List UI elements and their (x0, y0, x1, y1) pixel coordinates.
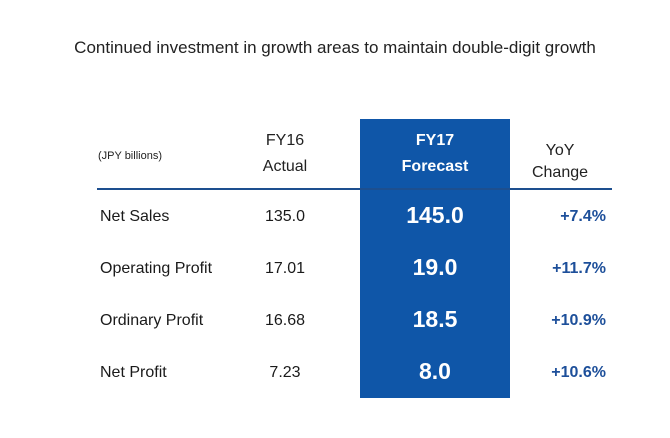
header-yoy-change: YoY Change (515, 140, 605, 184)
row-yoy-change: +11.7% (552, 260, 606, 277)
header-divider (97, 188, 612, 190)
table-row: Ordinary Profit 16.68 18.5 +10.9% (0, 306, 670, 336)
row-yoy-change: +10.6% (551, 364, 606, 381)
row-yoy-change: +10.9% (551, 312, 606, 329)
row-label: Net Profit (100, 364, 167, 381)
row-fy17-forecast: 8.0 (419, 358, 451, 384)
row-label: Net Sales (100, 208, 170, 225)
forecast-highlight-column (360, 119, 510, 398)
header-fy16-caption: Actual (262, 158, 308, 175)
header-fy17-year: FY17 (415, 132, 455, 149)
row-fy17-forecast: 19.0 (412, 254, 458, 280)
header-fy17-forecast: FY17 Forecast (360, 128, 510, 180)
header-yoy-line2: Change (531, 164, 589, 181)
row-label: Ordinary Profit (100, 312, 204, 329)
row-fy17-forecast: 18.5 (412, 306, 458, 332)
header-fy17-caption: Forecast (401, 158, 469, 175)
page-title: Continued investment in growth areas to … (74, 38, 596, 57)
table-row: Net Profit 7.23 8.0 +10.6% (0, 358, 670, 388)
unit-label: (JPY billions) (98, 150, 162, 162)
row-yoy-change: +7.4% (560, 208, 606, 225)
row-fy17-forecast: 145.0 (406, 202, 464, 228)
row-fy16-actual: 7.23 (269, 364, 301, 381)
table-row: Net Sales 135.0 145.0 +7.4% (0, 202, 670, 232)
header-yoy-line1: YoY (545, 142, 575, 159)
header-fy16-actual: FY16 Actual (245, 128, 325, 180)
row-label: Operating Profit (100, 260, 213, 277)
table-row: Operating Profit 17.01 19.0 +11.7% (0, 254, 670, 284)
header-fy16-year: FY16 (265, 132, 305, 149)
row-fy16-actual: 17.01 (264, 260, 306, 277)
row-fy16-actual: 16.68 (264, 312, 306, 329)
row-fy16-actual: 135.0 (264, 208, 306, 225)
